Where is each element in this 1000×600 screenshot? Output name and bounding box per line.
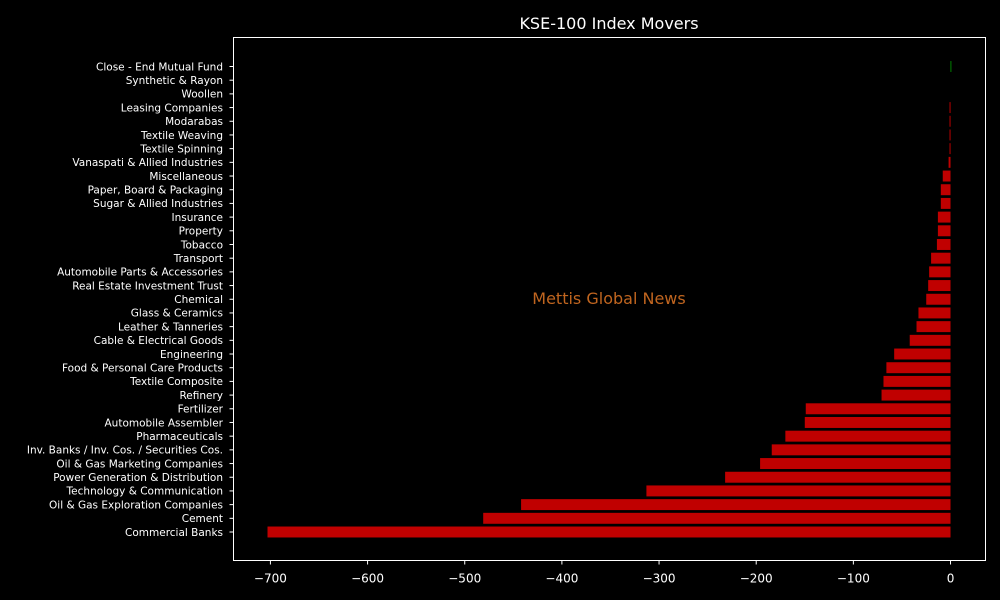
y-tick-label: Woollen <box>181 89 223 101</box>
bar-automobile-parts-accessories <box>929 266 951 278</box>
y-tick-label: Insurance <box>171 212 223 224</box>
y-tick-label: Tobacco <box>180 239 223 251</box>
bar-textile-composite <box>883 375 951 387</box>
y-tick-label: Close - End Mutual Fund <box>96 61 223 73</box>
x-tick-label: 0 <box>947 572 955 586</box>
bar-cable-electrical-goods <box>909 334 951 346</box>
y-tick-label: Inv. Banks / Inv. Cos. / Securities Cos. <box>27 445 223 457</box>
y-tick-label: Engineering <box>160 349 223 361</box>
y-tick-label: Glass & Ceramics <box>131 308 223 320</box>
x-tick-label: −500 <box>448 572 481 586</box>
bar-paper-board-packaging <box>940 184 951 196</box>
x-tick-label: −600 <box>351 572 384 586</box>
bar-engineering <box>894 348 951 360</box>
bar-oil-gas-marketing-companies <box>760 458 951 470</box>
y-tick-label: Real Estate Investment Trust <box>72 280 223 292</box>
bars-layer <box>267 61 952 538</box>
bar-food-personal-care-products <box>886 362 951 374</box>
bar-leasing-companies <box>949 102 951 114</box>
y-tick-label: Technology & Communication <box>66 486 223 498</box>
bar-pharmaceuticals <box>785 430 951 442</box>
bar-fertilizer <box>805 403 951 415</box>
y-tick-label: Fertilizer <box>178 404 224 416</box>
y-axis-labels: Commercial Banks Cement Oil & Gas Explorat… <box>27 61 234 539</box>
y-tick-label: Automobile Assembler <box>105 417 224 429</box>
chart-title: KSE-100 Index Movers <box>519 14 698 33</box>
y-tick-label: Automobile Parts & Accessories <box>57 267 223 279</box>
bar-sugar-allied-industries <box>940 197 951 209</box>
x-tick-label: −100 <box>837 572 870 586</box>
watermark: Mettis Global News <box>532 289 685 308</box>
bar-inv-banks-inv-cos-securities-cos <box>771 444 951 456</box>
bar-glass-ceramics <box>918 307 951 319</box>
y-tick-label: Textile Weaving <box>140 130 223 142</box>
bar-textile-spinning <box>949 143 951 155</box>
x-tick-label: −200 <box>740 572 773 586</box>
bar-miscellaneous <box>942 170 951 182</box>
y-tick-label: Leasing Companies <box>121 102 223 114</box>
y-tick-label: Power Generation & Distribution <box>53 472 223 484</box>
bar-real-estate-investment-trust <box>928 280 951 292</box>
y-tick-label: Textile Spinning <box>139 143 223 155</box>
y-tick-label: Property <box>179 226 223 238</box>
bar-vanaspati-allied-industries <box>948 156 951 168</box>
y-tick-label: Refinery <box>179 390 223 402</box>
bar-technology-communication <box>646 485 951 497</box>
bar-leather-tanneries <box>916 321 951 333</box>
y-tick-label: Oil & Gas Marketing Companies <box>56 458 223 470</box>
y-tick-label: Cement <box>182 513 223 525</box>
bar-tobacco <box>936 239 951 250</box>
bar-chemical <box>926 293 951 305</box>
bar-cement <box>483 512 951 524</box>
y-tick-label: Transport <box>173 253 223 265</box>
x-tick-label: −700 <box>254 572 287 586</box>
y-tick-label: Oil & Gas Exploration Companies <box>49 499 223 511</box>
y-tick-label: Food & Personal Care Products <box>62 363 223 375</box>
bar-insurance <box>937 211 951 223</box>
y-tick-label: Pharmaceuticals <box>136 431 223 443</box>
y-tick-label: Modarabas <box>165 116 223 128</box>
y-tick-label: Synthetic & Rayon <box>126 75 223 87</box>
y-tick-label: Sugar & Allied Industries <box>93 198 223 210</box>
y-tick-label: Commercial Banks <box>125 527 223 539</box>
bar-automobile-assembler <box>804 416 951 428</box>
y-tick-label: Vanaspati & Allied Industries <box>72 157 223 169</box>
x-tick-label: −300 <box>643 572 676 586</box>
bar-power-generation-distribution <box>725 471 951 483</box>
y-tick-label: Miscellaneous <box>149 171 223 183</box>
bar-property <box>937 225 951 237</box>
x-tick-label: −400 <box>545 572 578 586</box>
bar-transport <box>931 252 951 264</box>
bar-oil-gas-exploration-companies <box>521 499 951 511</box>
y-tick-label: Textile Composite <box>129 376 223 388</box>
bar-modarabas <box>949 115 951 127</box>
bar-textile-weaving <box>949 129 951 141</box>
y-tick-label: Cable & Electrical Goods <box>94 335 223 347</box>
bar-refinery <box>881 389 951 401</box>
bar-close-end-mutual-fund <box>950 61 952 72</box>
y-tick-label: Chemical <box>174 294 223 306</box>
y-tick-label: Paper, Board & Packaging <box>88 185 223 197</box>
x-axis-ticks: −700 −600 −500 −400 −300 −200 −100 0 <box>254 560 955 586</box>
bar-commercial-banks <box>267 526 951 538</box>
y-tick-label: Leather & Tanneries <box>118 321 223 333</box>
